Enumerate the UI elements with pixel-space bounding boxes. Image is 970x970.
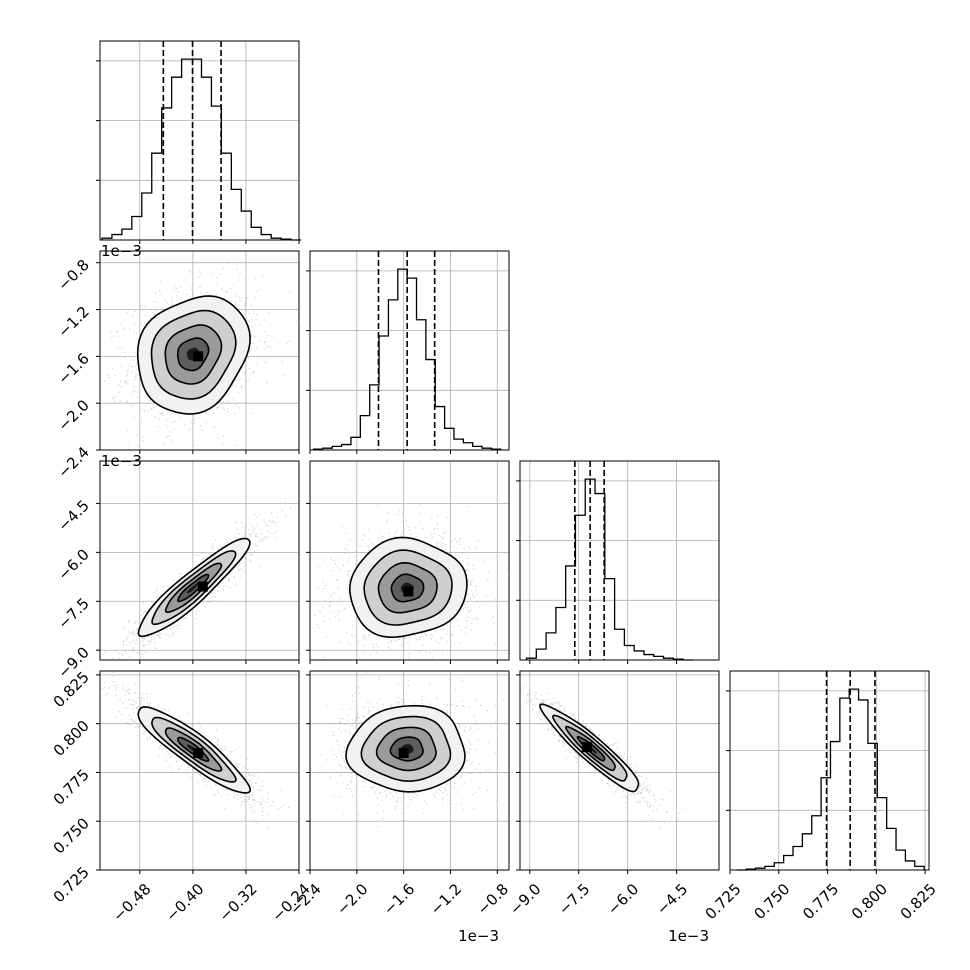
density-layer (100, 671, 290, 829)
x-tick-label: 0.725 (702, 880, 745, 923)
contour-line (164, 324, 223, 385)
x-offset-text: 1e−3 (668, 927, 709, 945)
density-layer (104, 501, 292, 660)
pair-panel-1-3 (306, 670, 510, 874)
y-offset-text: 1e−3 (101, 242, 142, 260)
density-layer (314, 504, 508, 659)
x-tick-label: 0.750 (750, 880, 793, 923)
density-peak (197, 581, 208, 592)
contour-line (576, 735, 606, 762)
contour-line (363, 549, 453, 626)
pair-panel-0-3 (96, 670, 300, 874)
corner-panels (96, 40, 930, 874)
pair-panel-0-2 (96, 460, 300, 664)
density-peak (403, 586, 414, 597)
x-tick-label: 0.800 (848, 880, 891, 923)
histogram-step (736, 688, 925, 871)
y-tick-label: −7.5 (54, 594, 92, 632)
y-tick-label: 0.775 (50, 766, 93, 809)
histogram-panel-1 (306, 250, 510, 454)
x-tick-label: −0.8 (474, 880, 512, 918)
density-layer (520, 671, 684, 829)
density-level (186, 582, 200, 594)
y-tick-label: −0.8 (54, 256, 92, 294)
y-tick-label: −2.4 (54, 443, 92, 481)
contour-line (552, 714, 628, 782)
contour-line (389, 736, 424, 762)
density-peak (193, 351, 204, 362)
density-peak (398, 747, 409, 758)
histogram-step (101, 58, 301, 241)
contour-line (151, 550, 237, 626)
panel-frame (99, 250, 300, 451)
histogram-step (525, 478, 693, 661)
density-layer (315, 671, 504, 827)
x-tick-label: 0.825 (897, 880, 940, 923)
panel-frame (729, 670, 930, 871)
y-tick-label: −6.0 (54, 545, 92, 583)
contour-line (137, 706, 251, 794)
contour-line (375, 726, 437, 772)
contour-line (136, 295, 251, 415)
histogram-panel-2 (516, 460, 720, 664)
x-tick-label: −6.0 (604, 880, 642, 918)
x-tick-label: −0.40 (162, 880, 207, 925)
panel-frame (519, 670, 720, 871)
density-peak (581, 742, 592, 753)
histogram-panel-0 (96, 40, 301, 244)
x-tick-label: −1.6 (380, 880, 418, 918)
x-tick-label: −1.2 (427, 880, 465, 918)
x-tick-label: −0.32 (215, 880, 260, 925)
x-tick-label: −0.48 (109, 880, 154, 925)
x-tick-label: 0.775 (799, 880, 842, 923)
x-tick-label: −2.0 (333, 880, 371, 918)
contour-line (345, 705, 466, 793)
x-tick-label: −4.5 (653, 880, 691, 918)
density-peak (193, 747, 204, 758)
x-offset-text: 1e−3 (458, 927, 499, 945)
y-offset-text: 1e−3 (101, 452, 142, 470)
density-layer (104, 262, 297, 447)
panel-frame (519, 460, 720, 661)
y-tick-label: 0.800 (50, 717, 93, 760)
contour-line (539, 703, 640, 793)
pair-panel-0-1 (96, 250, 300, 454)
contour-line (348, 536, 468, 639)
contour-line (151, 716, 237, 783)
x-tick-label: −9.0 (506, 880, 544, 918)
y-tick-label: −2.0 (54, 396, 92, 434)
pair-panel-2-3 (516, 670, 720, 874)
scatter-points (520, 671, 684, 829)
contour-line (377, 561, 438, 614)
panel-frame (309, 250, 510, 451)
contour-line (150, 309, 237, 400)
contour-line (176, 337, 210, 372)
contour-line (390, 573, 425, 603)
histogram-panel-3 (726, 670, 930, 874)
panel-frame (99, 40, 300, 241)
contour-line (164, 727, 223, 772)
y-tick-label: 0.725 (50, 863, 93, 906)
contour-line (565, 725, 616, 772)
contour-line (360, 715, 452, 782)
panel-frame (309, 670, 510, 871)
panel-frame (309, 460, 510, 661)
x-tick-label: −7.5 (555, 880, 593, 918)
y-tick-label: −4.5 (54, 497, 92, 535)
x-tick-label: −2.4 (286, 880, 324, 918)
panel-frame (99, 670, 300, 871)
y-tick-label: −1.6 (54, 349, 92, 387)
y-tick-label: −1.2 (54, 303, 92, 341)
panel-frame (99, 460, 300, 661)
pair-panel-1-2 (306, 460, 510, 664)
contour-line (137, 537, 251, 638)
y-tick-label: 0.750 (50, 814, 93, 857)
